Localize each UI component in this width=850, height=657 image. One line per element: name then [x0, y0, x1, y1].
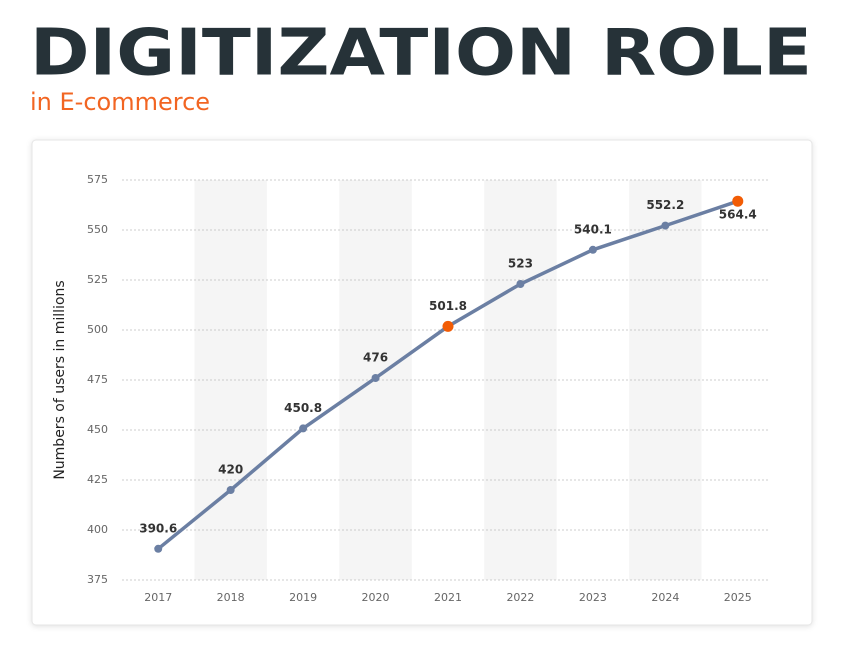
value-label: 420	[218, 463, 243, 477]
x-tick-label: 2020	[362, 591, 390, 604]
x-tick-label: 2025	[724, 591, 752, 604]
x-tick-label: 2018	[217, 591, 245, 604]
x-tick-label: 2023	[579, 591, 607, 604]
y-tick-label: 375	[87, 573, 108, 586]
y-tick-label: 475	[87, 373, 108, 386]
value-label: 390.6	[139, 521, 177, 535]
point	[732, 195, 744, 207]
point	[588, 245, 597, 254]
point	[661, 221, 670, 230]
y-tick-label: 500	[87, 323, 108, 336]
y-axis-label: Numbers of users in millions	[52, 280, 68, 479]
value-label: 552.2	[646, 198, 684, 212]
y-tick-label: 550	[87, 223, 108, 236]
y-tick-label: 525	[87, 273, 108, 286]
point	[154, 544, 163, 553]
point	[442, 320, 454, 332]
point	[226, 486, 235, 494]
point	[299, 424, 308, 433]
value-label: 540.1	[574, 222, 612, 236]
subtitle: in E-commerce	[30, 88, 210, 116]
band	[484, 180, 557, 580]
point	[516, 280, 525, 288]
y-tick-label: 400	[87, 523, 108, 536]
x-tick-label: 2019	[289, 591, 317, 604]
value-label: 476	[363, 351, 388, 365]
value-label: 523	[508, 257, 533, 271]
point	[371, 374, 380, 382]
band	[629, 180, 702, 580]
x-tick-label: 2022	[506, 591, 534, 604]
plot: 375 400 425 450 475 500 525 550 575 2017 2018 2019 2…	[87, 173, 768, 604]
title: DIGITIZATION ROLE	[30, 17, 812, 91]
y-tick-label: 450	[87, 423, 108, 436]
x-tick-label: 2024	[651, 591, 679, 604]
x-tick-label: 2017	[144, 591, 172, 604]
x-tick-label: 2021	[434, 591, 462, 604]
value-label: 450.8	[284, 401, 322, 415]
value-label: 501.8	[429, 299, 467, 313]
y-tick-label: 425	[87, 473, 108, 486]
value-label: 564.4	[719, 208, 757, 222]
y-tick-label: 575	[87, 173, 108, 186]
